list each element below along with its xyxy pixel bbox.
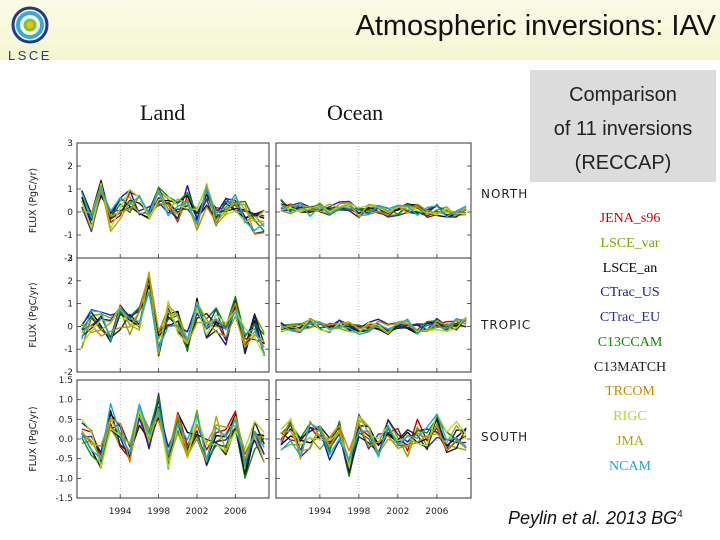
y-tick-label: -1.0 [55, 474, 73, 484]
y-axis-label: FLUX (PgC/yr) [28, 406, 39, 471]
y-tick-label: 2 [67, 162, 73, 172]
panel-frame [275, 142, 472, 259]
x-tick-label: 2006 [425, 507, 448, 517]
series-line-trcom [280, 319, 467, 333]
region-label-south: SOUTH [481, 430, 529, 444]
series-line-jma [280, 318, 467, 335]
series-line-ncam [81, 403, 265, 465]
y-tick-label: 3 [67, 254, 73, 264]
x-tick-label: 2006 [224, 507, 247, 517]
panel-frame [275, 257, 472, 373]
legend-item: CTrac_EU [599, 310, 661, 325]
citation-text: Peylin et al. 2013 BG [508, 508, 678, 528]
series-line-rigc [280, 412, 467, 468]
y-tick-label: -0.5 [55, 455, 73, 465]
legend-item: LSCE_var [600, 235, 660, 251]
legend-item: CTrac_US [600, 285, 660, 301]
column-header-ocean: Ocean [327, 100, 384, 125]
series-line-trcom [81, 189, 265, 235]
y-tick-label: 1 [67, 185, 73, 195]
legend-item: LSCE_an [602, 260, 658, 276]
citation-superscript: 4 [677, 509, 683, 520]
series-line-jma [280, 415, 467, 462]
legend-item: JMA [615, 433, 644, 449]
series-line-c13match [81, 409, 265, 475]
legend-item: C13MATCH [593, 359, 667, 375]
comparison-line-3: (RECCAP) [574, 152, 672, 174]
column-header-land: Land [140, 100, 186, 125]
x-tick-label: 1994 [308, 507, 331, 517]
y-tick-label: 3 [67, 139, 73, 149]
y-tick-label: -2 [64, 254, 73, 264]
series-line-jma [81, 183, 265, 233]
slide-title: Atmospheric inversions: IAV [355, 10, 717, 42]
y-tick-label: -1 [64, 231, 73, 241]
legend: JENA_s96 LSCE_var LSCE_an CTrac_US CTrac… [560, 207, 700, 479]
legend-item: TRCOM [605, 384, 655, 400]
y-tick-label: 1 [67, 300, 73, 310]
series-line-jena_s96 [81, 186, 265, 224]
logo-core [26, 21, 34, 29]
x-tick-label: 1998 [347, 507, 370, 517]
logo-ring-mid [16, 11, 44, 39]
region-label-north: NORTH [481, 187, 529, 201]
comparison-line-1: Comparison [569, 84, 677, 106]
legend-item: RIGC [613, 409, 647, 424]
y-tick-label: 1.5 [59, 376, 73, 386]
x-tick-label: 2002 [186, 507, 209, 517]
series-line-trcom [81, 408, 265, 463]
y-tick-label: -2 [64, 368, 73, 378]
legend-item: NCAM [608, 458, 651, 474]
y-tick-label: 0 [67, 208, 73, 218]
series-line-rigc [81, 182, 265, 230]
header-band [0, 0, 720, 60]
region-label-tropic: TROPIC [481, 318, 532, 332]
y-tick-label: 0 [67, 322, 73, 332]
series-line-jma [81, 271, 265, 355]
series-line-rigc [280, 316, 467, 334]
y-tick-label: -1 [64, 345, 73, 355]
series-line-ncam [280, 201, 467, 218]
legend-item: C13CCAM [597, 334, 663, 350]
series-line-ncam [280, 317, 467, 335]
series-line-ncam [280, 413, 467, 462]
series-line-ncam [81, 291, 265, 354]
series-line-ncam [81, 187, 265, 232]
y-axis-label: FLUX (PgC/yr) [28, 282, 39, 347]
y-tick-label: 1.0 [59, 396, 74, 406]
lsce-logo: LSCE [8, 6, 52, 63]
y-axis-label: FLUX (PgC/yr) [28, 168, 39, 233]
x-tick-label: 1994 [109, 507, 132, 517]
series-line-jma [280, 203, 467, 218]
y-tick-label: 2 [67, 277, 73, 287]
y-tick-label: 0.0 [59, 435, 74, 445]
series-line-c13match [81, 179, 265, 220]
legend-item: JENA_s96 [599, 211, 661, 226]
logo-text: LSCE [8, 48, 52, 63]
series-line-c13match [280, 415, 467, 474]
comparison-box: Comparison of 11 inversions (RECCAP) [530, 70, 716, 182]
x-tick-label: 1998 [147, 507, 170, 517]
logo-ring-outer [11, 6, 49, 44]
y-tick-label: -1.5 [55, 494, 73, 504]
y-tick-label: 0.5 [59, 415, 73, 425]
citation: Peylin et al. 2013 BG4 [508, 508, 683, 529]
comparison-line-2: of 11 inversions [553, 118, 693, 140]
x-tick-label: 2002 [386, 507, 409, 517]
